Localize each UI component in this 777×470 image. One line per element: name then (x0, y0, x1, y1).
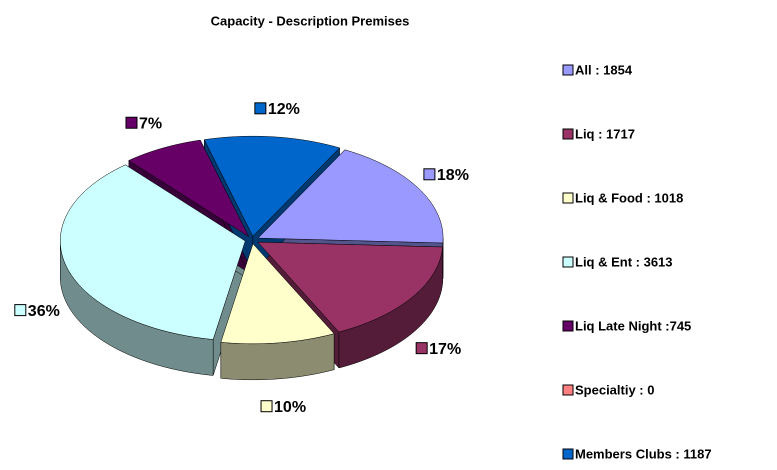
data-label: 7% (125, 115, 162, 132)
data-label-text: 12% (268, 101, 300, 118)
legend-label: All : 1854 (575, 62, 633, 77)
data-label: 36% (14, 303, 60, 320)
data-label-swatch (415, 342, 428, 355)
legend-swatch (562, 448, 574, 460)
chart-title: Capacity - Description Premises (211, 13, 410, 28)
data-label-text: 18% (437, 167, 469, 184)
data-label: 18% (423, 167, 469, 184)
legend-label: Members Clubs : 1187 (575, 446, 712, 461)
legend-label: Specialtiy : 0 (575, 382, 654, 397)
pie-tops (59, 135, 444, 345)
pie-slice (257, 149, 444, 244)
legend-label: Liq & Ent : 3613 (575, 254, 673, 269)
data-label: 17% (415, 341, 461, 358)
data-label: 10% (260, 399, 306, 416)
pie-slice (257, 241, 443, 333)
data-label-swatch (423, 168, 436, 181)
data-label-swatch (260, 400, 273, 413)
legend-swatch (562, 64, 574, 76)
legend-swatch (562, 192, 574, 204)
legend-label: Liq : 1717 (575, 126, 635, 141)
pie-slice (203, 135, 341, 237)
legend-label: Liq Late Night :745 (575, 318, 691, 333)
data-label-text: 36% (28, 303, 60, 320)
data-label-swatch (125, 116, 138, 129)
legend-swatch (562, 128, 574, 140)
data-label-swatch (14, 304, 27, 317)
data-label-text: 7% (139, 115, 162, 132)
pie-slice (220, 243, 335, 345)
legend-swatch (562, 256, 574, 268)
legend-swatch (562, 384, 574, 396)
data-label-text: 10% (274, 399, 306, 416)
legend-swatch (562, 320, 574, 332)
legend-label: Liq & Food : 1018 (575, 190, 683, 205)
data-label-swatch (254, 102, 267, 115)
pie-slice (59, 164, 246, 340)
data-label-text: 17% (429, 341, 461, 358)
pie-slice (128, 139, 250, 238)
data-label: 12% (254, 101, 300, 118)
